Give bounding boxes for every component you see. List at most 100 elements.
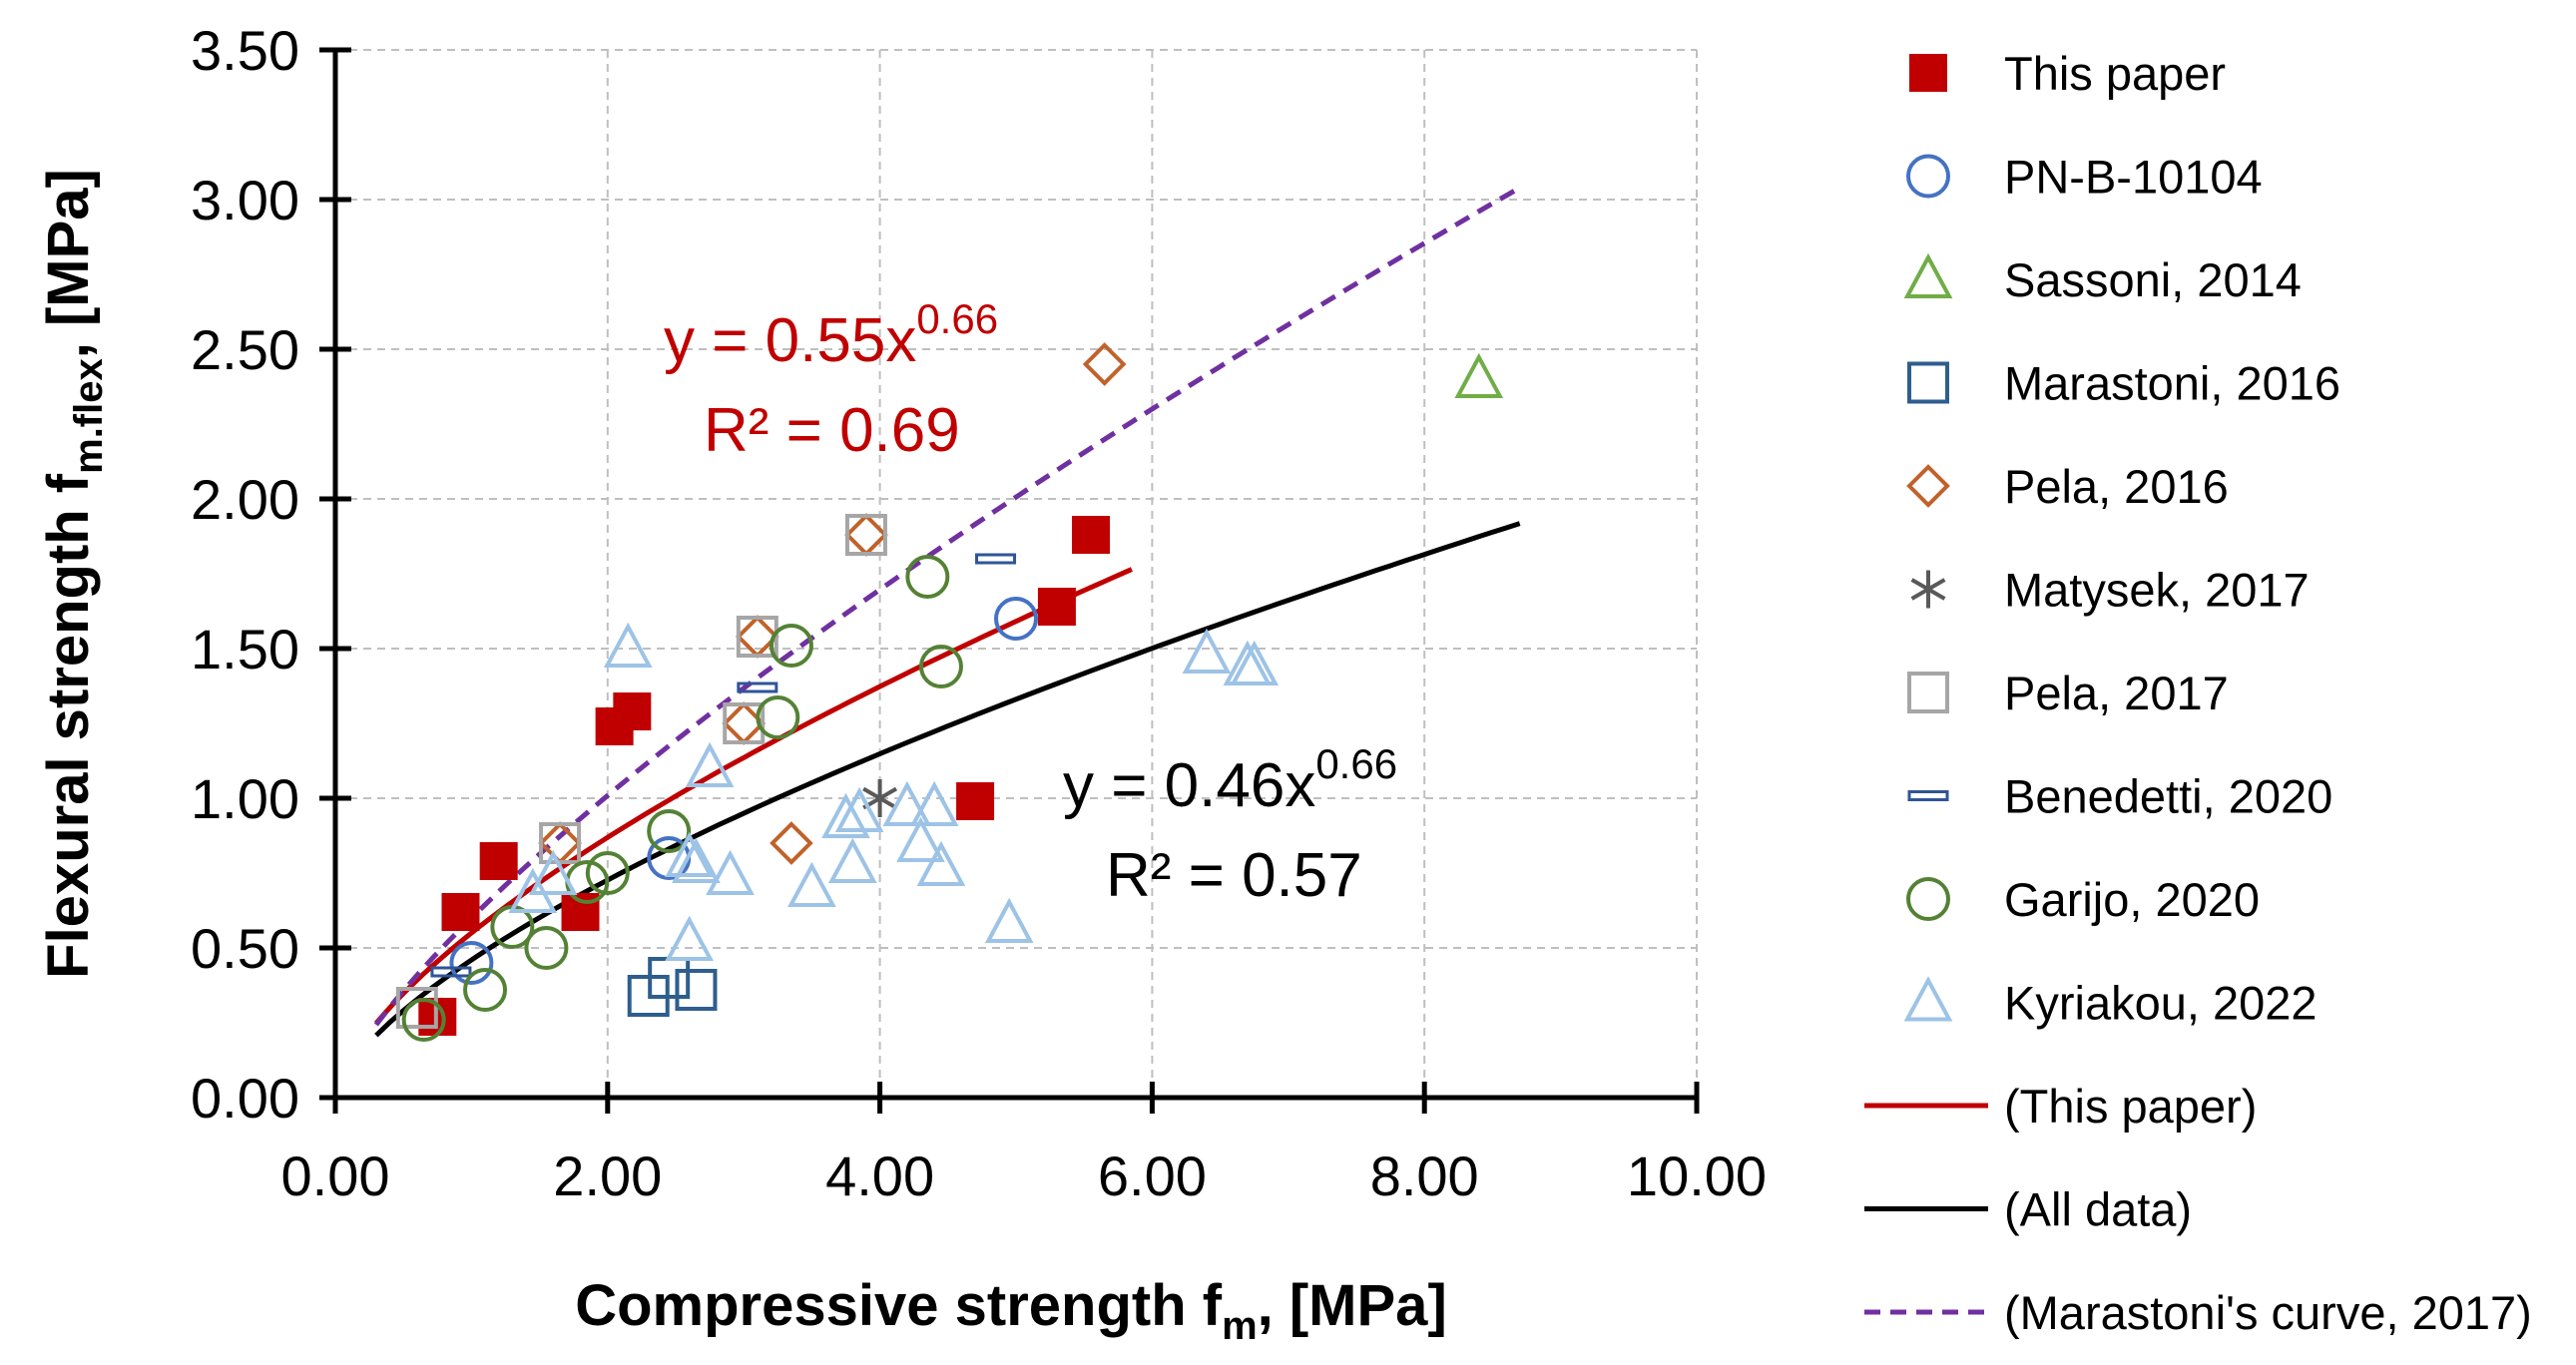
legend-label: Benedetti, 2020 [2004, 770, 2332, 823]
x-tick-label: 4.00 [825, 1144, 934, 1207]
legend-marker-0 [1909, 54, 1947, 92]
point-series-4 [770, 821, 813, 865]
y-tick-label: 1.00 [191, 767, 299, 830]
point-series-8 [647, 809, 692, 853]
point-series-8 [756, 695, 800, 739]
eq-all-data: y = 0.46x0.66 [1063, 740, 1397, 820]
legend-label: (Marastoni's curve, 2017) [2004, 1286, 2532, 1339]
legend-label: Garijo, 2020 [2004, 873, 2260, 926]
point-series-0 [441, 893, 480, 931]
r2-all-data: R² = 0.57 [1106, 841, 1362, 910]
point-series-9 [1182, 628, 1232, 674]
legend-marker-7 [1907, 790, 1949, 801]
point-series-9 [1230, 640, 1280, 685]
point-series-9 [665, 831, 714, 877]
legend-label: Matysek, 2017 [2004, 564, 2310, 617]
y-tick-label: 2.00 [191, 468, 299, 531]
point-series-9 [1223, 640, 1273, 685]
legend-marker-1 [1906, 154, 1950, 199]
x-tick-label: 8.00 [1370, 1144, 1479, 1207]
point-series-9 [706, 849, 755, 895]
eq-this-paper: y = 0.55x0.66 [664, 295, 998, 375]
y-tick-label: 3.50 [191, 19, 299, 82]
legend-label: Pela, 2016 [2004, 460, 2229, 513]
x-tick-label: 10.00 [1627, 1144, 1767, 1207]
point-series-0 [956, 782, 995, 820]
point-series-7 [737, 682, 778, 693]
legend-label: PN-B-10104 [2004, 151, 2263, 204]
point-series-9 [528, 849, 578, 895]
point-series-9 [603, 622, 653, 668]
point-series-8 [918, 645, 963, 688]
legend-marker-5 [1910, 570, 1946, 609]
point-series-6 [736, 616, 778, 658]
legend-marker-9 [1903, 976, 1953, 1022]
point-series-4 [1082, 342, 1127, 386]
point-series-8 [585, 851, 630, 895]
y-tick-label: 0.00 [191, 1067, 299, 1130]
legend-label: This paper [2004, 47, 2226, 100]
point-series-5 [862, 779, 898, 817]
legend-marker-4 [1906, 464, 1950, 508]
point-series-9 [665, 915, 714, 961]
point-series-8 [463, 968, 508, 1012]
y-tick-label: 3.00 [191, 169, 299, 231]
point-series-9 [882, 780, 932, 826]
y-axis-title: Flexural strength fm.flex, [MPa] [36, 169, 111, 979]
legend-marker-8 [1906, 877, 1950, 921]
legend-label: Pela, 2017 [2004, 667, 2229, 719]
legend-label: Marastoni, 2016 [2004, 357, 2340, 410]
x-tick-label: 6.00 [1098, 1144, 1207, 1207]
point-series-9 [787, 861, 836, 907]
point-series-9 [984, 897, 1034, 943]
legend-label: (This paper) [2004, 1080, 2257, 1133]
legend-label: Sassoni, 2014 [2004, 253, 2302, 306]
point-series-6 [844, 514, 887, 556]
point-series-0 [1037, 588, 1076, 626]
point-series-2 [1454, 352, 1504, 398]
point-series-6 [395, 987, 438, 1029]
point-series-4 [844, 513, 888, 557]
point-series-0 [613, 692, 652, 730]
axes: 0.00 2.00 4.00 6.00 8.00 10.00 0.00 0.50 1.00 1.5… [191, 19, 1767, 1207]
y-tick-label: 2.50 [191, 318, 299, 381]
y-tick-label: 1.50 [191, 618, 299, 681]
point-series-9 [834, 786, 884, 832]
point-series-9 [821, 792, 870, 838]
point-series-1 [994, 597, 1038, 641]
point-series-9 [672, 837, 721, 883]
grid [335, 49, 1698, 1098]
point-series-9 [909, 780, 959, 826]
point-series-8 [769, 624, 813, 668]
y-tick-label: 0.50 [191, 917, 299, 980]
legend: This paper PN-B-10104 Sassoni, 2014 Marasto… [1864, 47, 2532, 1339]
x-axis-title: Compressive strength fm, [MPa] [575, 1273, 1447, 1348]
legend-label: Kyriakou, 2022 [2004, 977, 2318, 1030]
data-points [395, 342, 1504, 1042]
legend-marker-2 [1903, 252, 1953, 298]
asterisk-stroke [862, 786, 898, 810]
r2-this-paper: R² = 0.69 [704, 396, 960, 465]
point-series-9 [685, 741, 735, 787]
point-series-3 [675, 969, 718, 1011]
point-series-9 [827, 837, 877, 883]
asterisk-stroke [1910, 578, 1946, 601]
point-series-8 [401, 998, 446, 1042]
point-series-6 [723, 702, 766, 744]
point-series-8 [905, 555, 950, 599]
point-series-8 [524, 926, 569, 970]
legend-marker-6 [1907, 672, 1949, 713]
point-series-6 [539, 822, 582, 864]
legend-marker-3 [1907, 361, 1949, 404]
x-tick-label: 2.00 [553, 1144, 662, 1207]
point-series-0 [1072, 516, 1111, 554]
point-series-1 [449, 941, 494, 985]
point-series-0 [479, 842, 518, 880]
point-series-7 [430, 966, 472, 978]
point-series-4 [538, 821, 582, 865]
point-series-7 [975, 553, 1017, 565]
x-tick-label: 0.00 [281, 1144, 390, 1207]
legend-label: (All data) [2004, 1183, 2192, 1236]
point-series-9 [896, 816, 945, 862]
